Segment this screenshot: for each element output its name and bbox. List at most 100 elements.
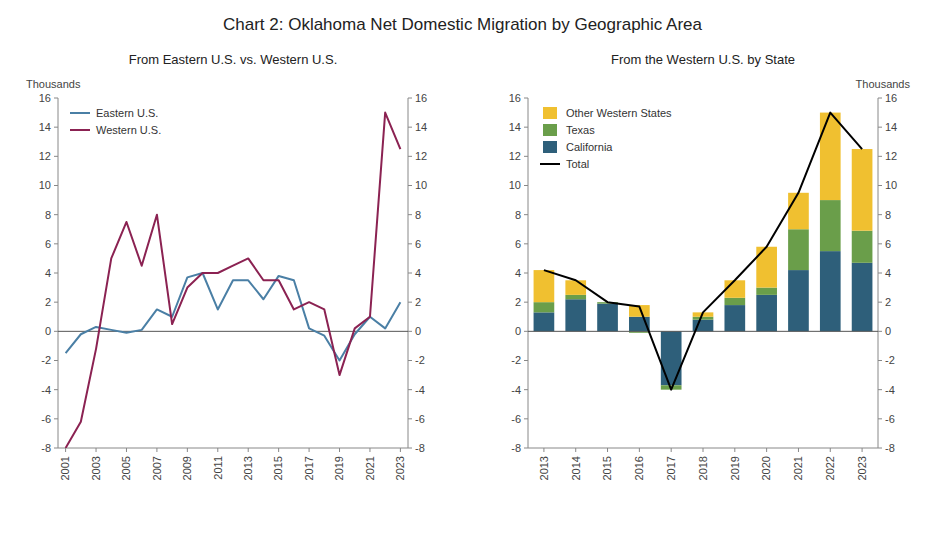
y-tick-label-right: 2 <box>885 296 891 308</box>
x-tick-label: 2015 <box>273 456 285 480</box>
y-tick-label-right: -4 <box>415 384 425 396</box>
y-tick-right <box>408 302 412 303</box>
y-tick <box>54 389 58 390</box>
y-tick-label-right: 12 <box>885 150 897 162</box>
x-tick <box>339 448 340 452</box>
y-tick-label: 0 <box>45 325 51 337</box>
y-tick <box>54 448 58 449</box>
y-tick-label: 2 <box>515 296 521 308</box>
bar <box>852 231 873 263</box>
y-tick-right <box>878 448 882 449</box>
x-tick <box>607 448 608 452</box>
y-tick <box>54 98 58 99</box>
y-tick-label: 16 <box>509 92 521 104</box>
y-tick-label: 12 <box>39 150 51 162</box>
y-tick <box>54 214 58 215</box>
y-tick <box>524 331 528 332</box>
y-tick-label: 2 <box>45 296 51 308</box>
y-axis-label: Thousands <box>26 78 81 90</box>
x-tick <box>766 448 767 452</box>
x-tick-label: 2007 <box>151 456 163 480</box>
y-tick-right <box>878 418 882 419</box>
y-tick-label-right: -8 <box>415 442 425 454</box>
legend-label: California <box>566 141 613 153</box>
y-tick-label: 16 <box>39 92 51 104</box>
y-tick-right <box>878 331 882 332</box>
chart-panel: -8-8-6-6-4-4-2-2002244668810101212141416… <box>26 52 427 480</box>
legend-swatch <box>70 129 90 131</box>
x-tick-label: 2023 <box>856 456 868 480</box>
y-tick-right <box>878 156 882 157</box>
y-tick-label-right: 2 <box>415 296 421 308</box>
y-tick <box>54 185 58 186</box>
y-tick-label: 10 <box>39 179 51 191</box>
x-tick-label: 2019 <box>729 456 741 480</box>
x-tick <box>369 448 370 452</box>
y-tick-label-right: 4 <box>415 267 421 279</box>
y-tick-label-right: 10 <box>885 179 897 191</box>
y-tick-label-right: 8 <box>415 209 421 221</box>
x-tick <box>703 448 704 452</box>
y-tick-label-right: -6 <box>885 413 895 425</box>
y-tick-label: -4 <box>41 384 51 396</box>
x-tick <box>639 448 640 452</box>
x-tick-label: 2009 <box>181 456 193 480</box>
bar <box>661 331 682 385</box>
bar <box>820 251 841 331</box>
x-tick <box>96 448 97 452</box>
y-tick-label-right: 14 <box>885 121 897 133</box>
x-tick-label: 2021 <box>792 456 804 480</box>
bar <box>852 149 873 231</box>
y-tick-right <box>408 331 412 332</box>
x-tick <box>126 448 127 452</box>
y-tick-right <box>408 389 412 390</box>
y-tick-right <box>878 243 882 244</box>
y-tick-label: -6 <box>41 413 51 425</box>
x-tick-label: 2021 <box>364 456 376 480</box>
bar <box>852 263 873 332</box>
y-tick <box>524 448 528 449</box>
x-tick-label: 2001 <box>59 456 71 480</box>
bar <box>820 200 841 251</box>
bar <box>534 312 555 331</box>
x-tick <box>248 448 249 452</box>
x-tick-label: 2013 <box>538 456 550 480</box>
y-tick-label: 4 <box>515 267 521 279</box>
y-tick-label-right: 6 <box>415 238 421 250</box>
bar <box>788 229 809 270</box>
x-tick <box>65 448 66 452</box>
y-tick <box>524 389 528 390</box>
x-tick-label: 2016 <box>633 456 645 480</box>
y-tick-right <box>878 302 882 303</box>
y-axis-line <box>528 98 529 448</box>
y-tick-label: 6 <box>515 238 521 250</box>
y-tick-label-right: 12 <box>415 150 427 162</box>
x-tick-label: 2013 <box>242 456 254 480</box>
bar <box>534 270 555 302</box>
y-tick-right <box>408 418 412 419</box>
legend: Other Western StatesTexasCaliforniaTotal <box>540 107 672 170</box>
x-tick <box>187 448 188 452</box>
chart-root: Chart 2: Oklahoma Net Domestic Migration… <box>0 0 925 534</box>
y-tick-right <box>408 273 412 274</box>
y-tick-label-right: -8 <box>885 442 895 454</box>
y-tick <box>54 127 58 128</box>
x-tick <box>575 448 576 452</box>
y-axis-line-right <box>408 98 409 448</box>
series-line <box>544 113 862 390</box>
y-tick-right <box>878 214 882 215</box>
y-tick-right <box>408 98 412 99</box>
legend-swatch <box>543 141 557 153</box>
y-tick <box>54 273 58 274</box>
bar <box>534 302 555 312</box>
y-tick-label: -2 <box>511 354 521 366</box>
bar <box>756 295 777 331</box>
legend-swatch <box>540 163 560 165</box>
x-axis-line <box>528 448 878 449</box>
y-tick-label: 12 <box>509 150 521 162</box>
x-tick <box>671 448 672 452</box>
y-tick-right <box>408 243 412 244</box>
x-tick-label: 2003 <box>90 456 102 480</box>
zero-line <box>528 331 878 332</box>
x-tick-label: 2022 <box>824 456 836 480</box>
